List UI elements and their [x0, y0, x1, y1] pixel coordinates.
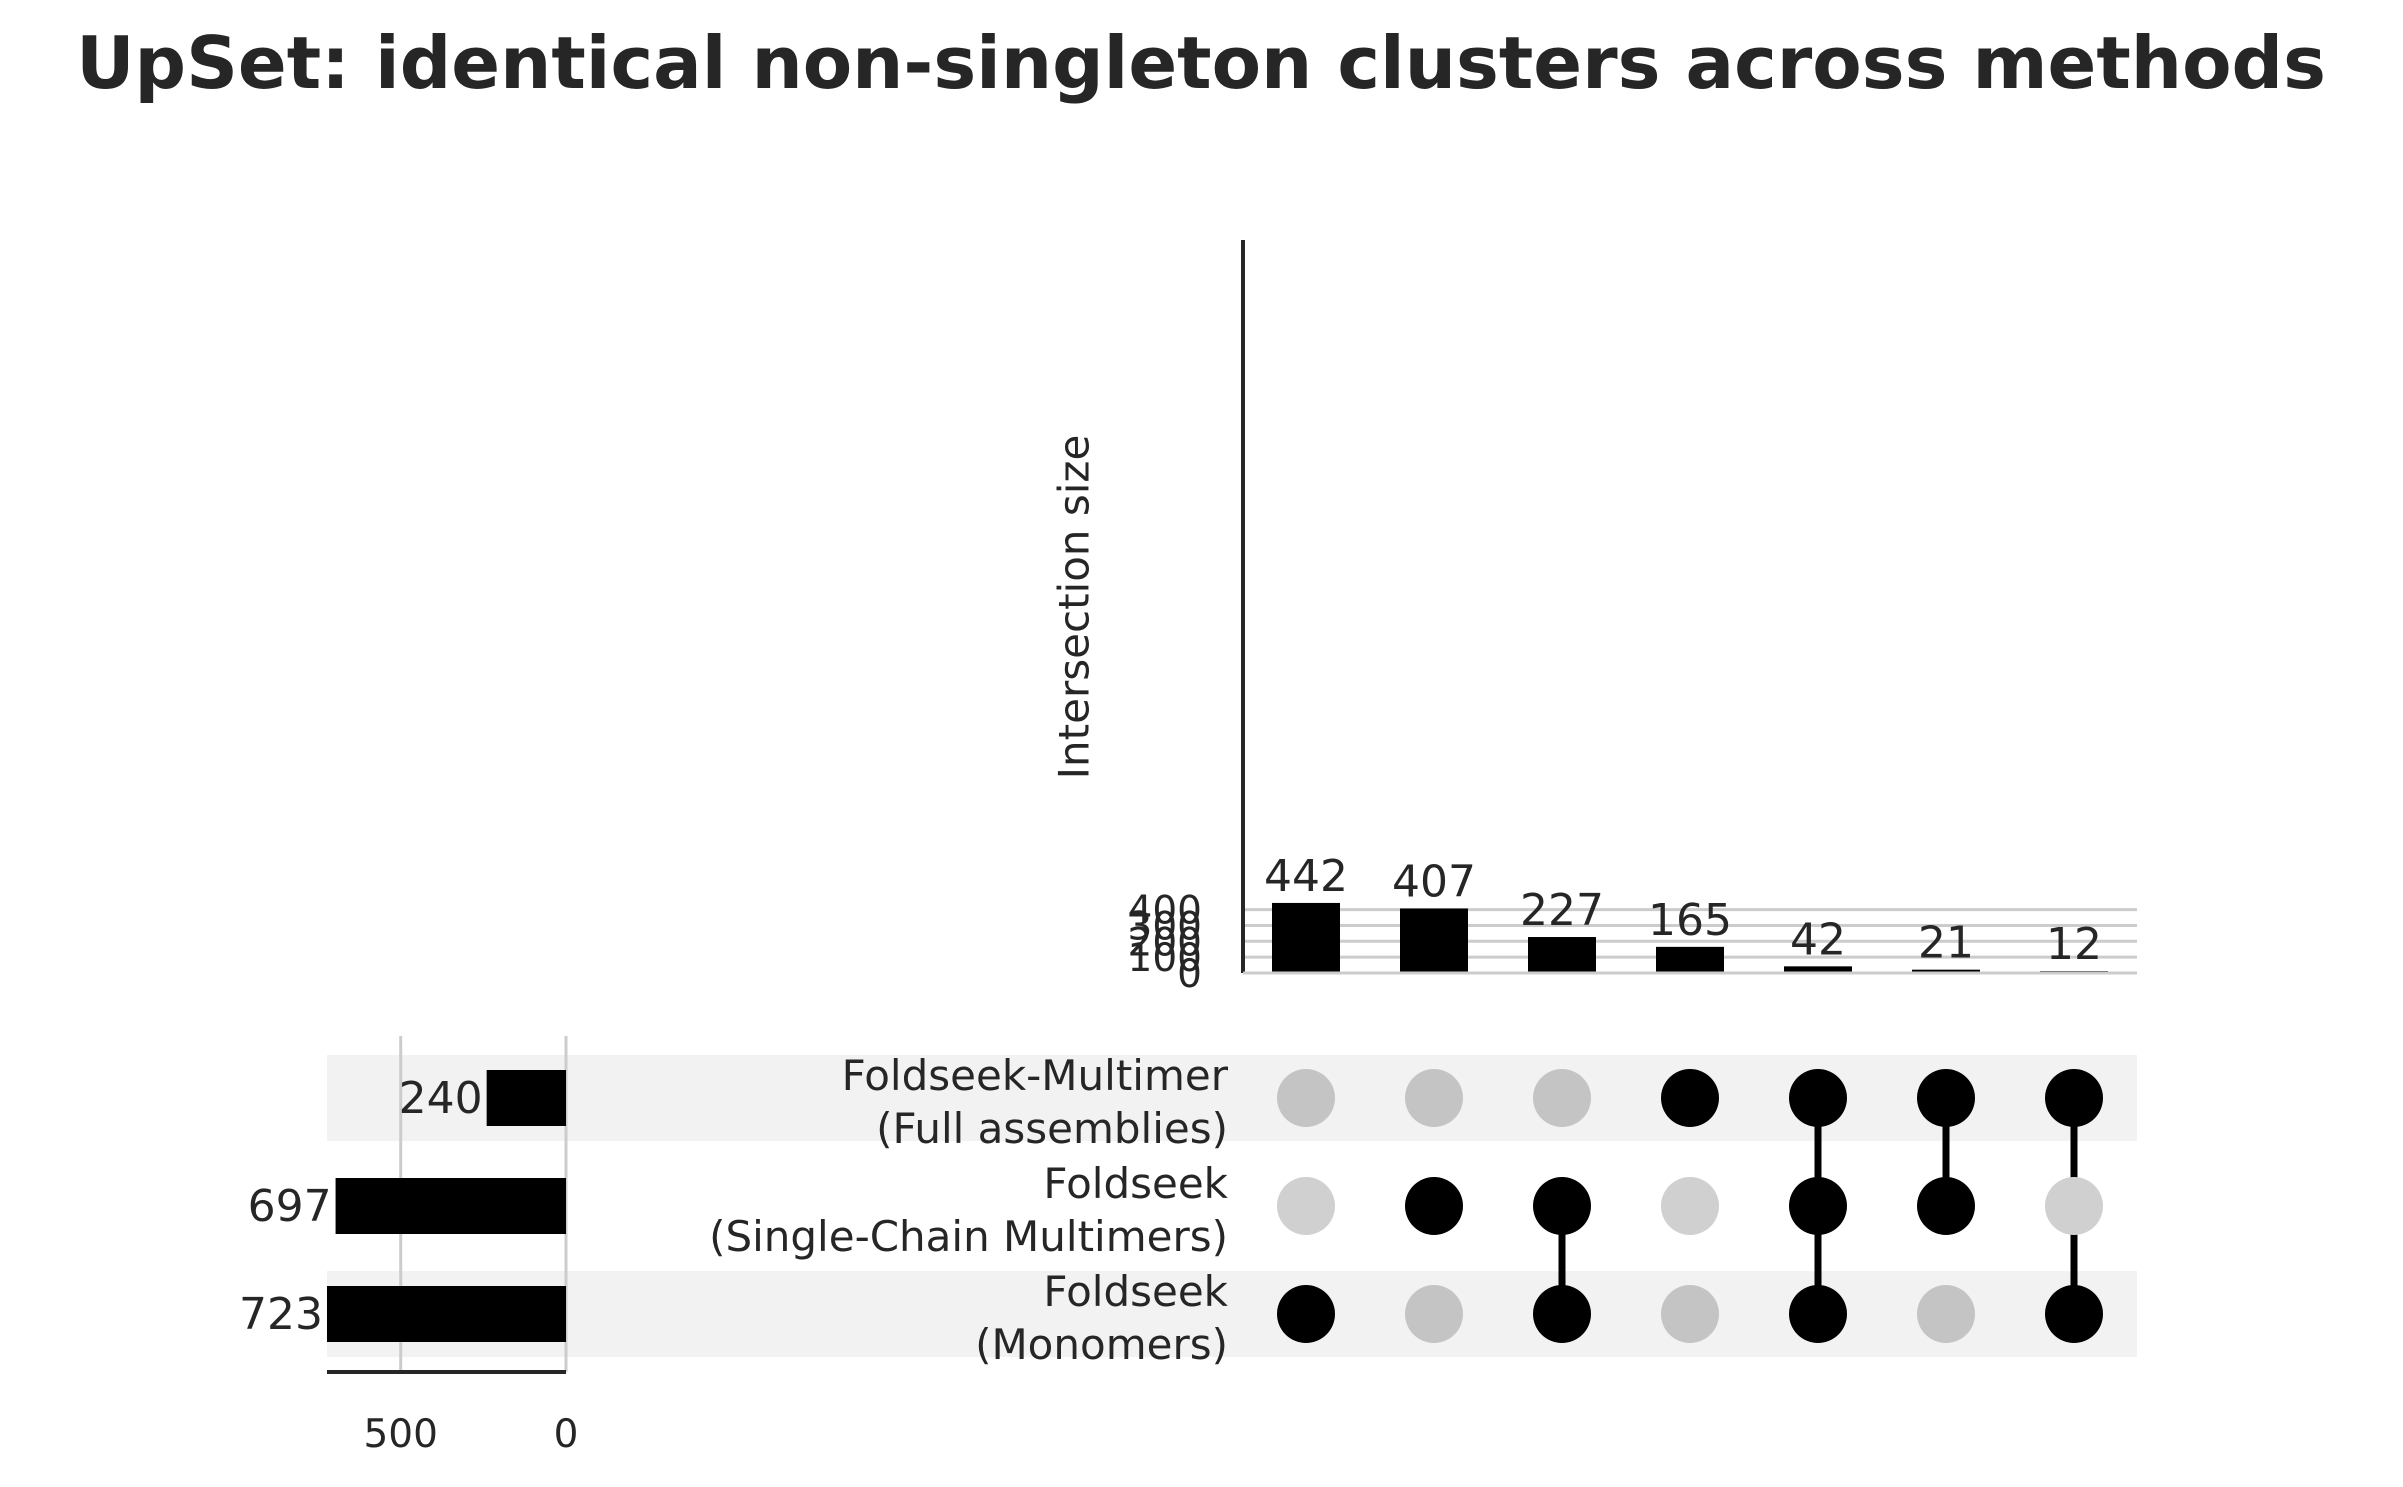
- set-label-line1: Foldseek: [1043, 1267, 1228, 1316]
- matrix-dot-active: [1917, 1177, 1975, 1235]
- intersection-bar: [1656, 946, 1724, 973]
- intersection-bar-label: 42: [1790, 914, 1846, 965]
- intersection-bar-label: 165: [1648, 895, 1732, 946]
- matrix-dot-active: [1789, 1069, 1847, 1127]
- matrix-dot-active: [1789, 1285, 1847, 1343]
- set-size-label: 697: [248, 1181, 332, 1232]
- matrix-dot-inactive: [1661, 1177, 1719, 1235]
- intersection-matrix: [1277, 1069, 2103, 1343]
- matrix-dot-inactive: [1533, 1069, 1591, 1127]
- matrix-row-shade: [327, 1055, 2137, 1141]
- set-label-line2: (Monomers): [975, 1320, 1228, 1369]
- matrix-dot-active: [1405, 1177, 1463, 1235]
- intersection-bar-label: 21: [1918, 918, 1974, 969]
- matrix-dot-inactive: [1917, 1285, 1975, 1343]
- set-size-label: 240: [399, 1073, 483, 1124]
- set-size-bar: [326, 1286, 566, 1342]
- matrix-dot-inactive: [1277, 1069, 1335, 1127]
- matrix-row-shade: [327, 1271, 2137, 1357]
- set-size-tick-label: 500: [363, 1412, 437, 1457]
- intersection-bar-label: 12: [2046, 919, 2102, 970]
- matrix-dot-inactive: [2045, 1177, 2103, 1235]
- y-axis-label: Intersection size: [1050, 435, 1099, 780]
- y-tick-label: 200: [1128, 920, 1202, 965]
- matrix-dot-inactive: [1405, 1069, 1463, 1127]
- intersection-bar: [1528, 937, 1596, 973]
- set-size-bar: [486, 1070, 566, 1126]
- matrix-dot-active: [1533, 1285, 1591, 1343]
- set-label-line1: Foldseek: [1043, 1159, 1228, 1208]
- set-size-bar: [335, 1178, 566, 1234]
- chart-title: UpSet: identical non-singleton clusters …: [76, 21, 2326, 105]
- set-label-line2: (Full assemblies): [876, 1104, 1228, 1153]
- y-tick-label: 0: [1177, 952, 1202, 997]
- matrix-dot-active: [1789, 1177, 1847, 1235]
- matrix-dot-inactive: [1277, 1177, 1335, 1235]
- y-tick-label: 400: [1128, 889, 1202, 934]
- y-tick-label: 100: [1128, 936, 1202, 981]
- set-labels: Foldseek-Multimer(Full assemblies) Foldse…: [709, 1051, 1229, 1369]
- intersection-bar: [1784, 966, 1852, 973]
- set-size-label: 723: [239, 1289, 323, 1340]
- intersection-bar-label: 227: [1520, 885, 1604, 936]
- matrix-dot-active: [1661, 1069, 1719, 1127]
- intersection-bars: [1272, 902, 2108, 973]
- intersection-bar-label: 407: [1392, 856, 1476, 907]
- matrix-dot-active: [2045, 1069, 2103, 1127]
- set-size-tick-label: 0: [554, 1412, 579, 1457]
- intersection-bar: [1400, 908, 1468, 973]
- intersection-bar-label: 442: [1264, 851, 1348, 902]
- matrix-dot-active: [1533, 1177, 1591, 1235]
- matrix-dot-inactive: [1405, 1285, 1463, 1343]
- matrix-dot-active: [1277, 1285, 1335, 1343]
- matrix-dot-active: [2045, 1285, 2103, 1343]
- intersection-bar: [1272, 902, 1340, 973]
- matrix-row-shading: [327, 1055, 2137, 1357]
- intersection-bar: [1912, 969, 1980, 973]
- set-label-line1: Foldseek-Multimer: [842, 1051, 1229, 1100]
- set-label-line2: (Single-Chain Multimers): [709, 1212, 1228, 1261]
- matrix-dot-active: [1917, 1069, 1975, 1127]
- matrix-dot-inactive: [1661, 1285, 1719, 1343]
- intersection-bar-labels: 442 407 227 165 42 21 12: [1264, 851, 2102, 970]
- y-tick-label: 300: [1128, 904, 1202, 949]
- set-size-bars: 240 697 723 500 0: [239, 1036, 578, 1457]
